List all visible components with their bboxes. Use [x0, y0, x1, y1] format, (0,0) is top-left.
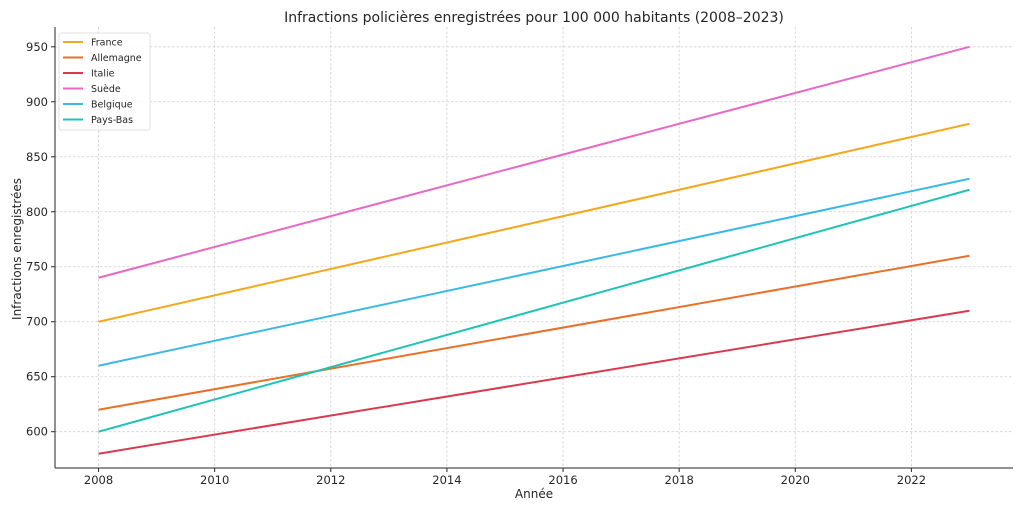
y-tick-label: 900 — [26, 95, 48, 109]
x-tick-label: 2022 — [897, 473, 926, 487]
series-line-belgique — [98, 177, 970, 367]
chart-title: Infractions policières enregistrées pour… — [284, 10, 784, 26]
tick-labels: 2008 2010 2012 2014 2016 2018 2020 2022 600 650 70… — [26, 40, 926, 487]
x-tick-label: 2012 — [316, 473, 345, 487]
y-tick-label: 850 — [26, 150, 48, 164]
legend-label-allemagne: Allemagne — [91, 53, 142, 64]
legend-label-italie: Italie — [91, 69, 115, 80]
series-line-suède — [98, 45, 970, 279]
y-tick-label: 800 — [26, 205, 48, 219]
series-line-pays-bas — [98, 188, 970, 433]
y-axis-label: Infractions enregistrées — [10, 178, 24, 320]
y-tick-label: 950 — [26, 40, 48, 54]
x-tick-label: 2020 — [781, 473, 810, 487]
y-tick-label: 600 — [26, 425, 48, 439]
x-axis-label: Année — [515, 487, 553, 501]
axes — [54, 27, 1013, 469]
x-tick-label: 2008 — [84, 473, 113, 487]
legend: France Allemagne Italie Suède Belgique Pays-B… — [58, 32, 151, 131]
legend-label-suède: Suède — [91, 84, 121, 95]
legend-label-belgique: Belgique — [91, 100, 133, 111]
legend-label-france: France — [91, 38, 123, 49]
x-tick-label: 2014 — [432, 473, 461, 487]
x-tick-label: 2016 — [548, 473, 577, 487]
series-lines — [98, 45, 970, 455]
x-tick-label: 2018 — [665, 473, 694, 487]
legend-label-pays-bas: Pays-Bas — [91, 115, 133, 126]
series-line-italie — [98, 309, 970, 455]
series-line-france — [98, 122, 970, 323]
y-tick-label: 700 — [26, 315, 48, 329]
grid — [55, 27, 1013, 468]
series-line-allemagne — [98, 254, 970, 411]
x-tick-label: 2010 — [200, 473, 229, 487]
y-tick-label: 650 — [26, 370, 48, 384]
y-tick-label: 750 — [26, 260, 48, 274]
